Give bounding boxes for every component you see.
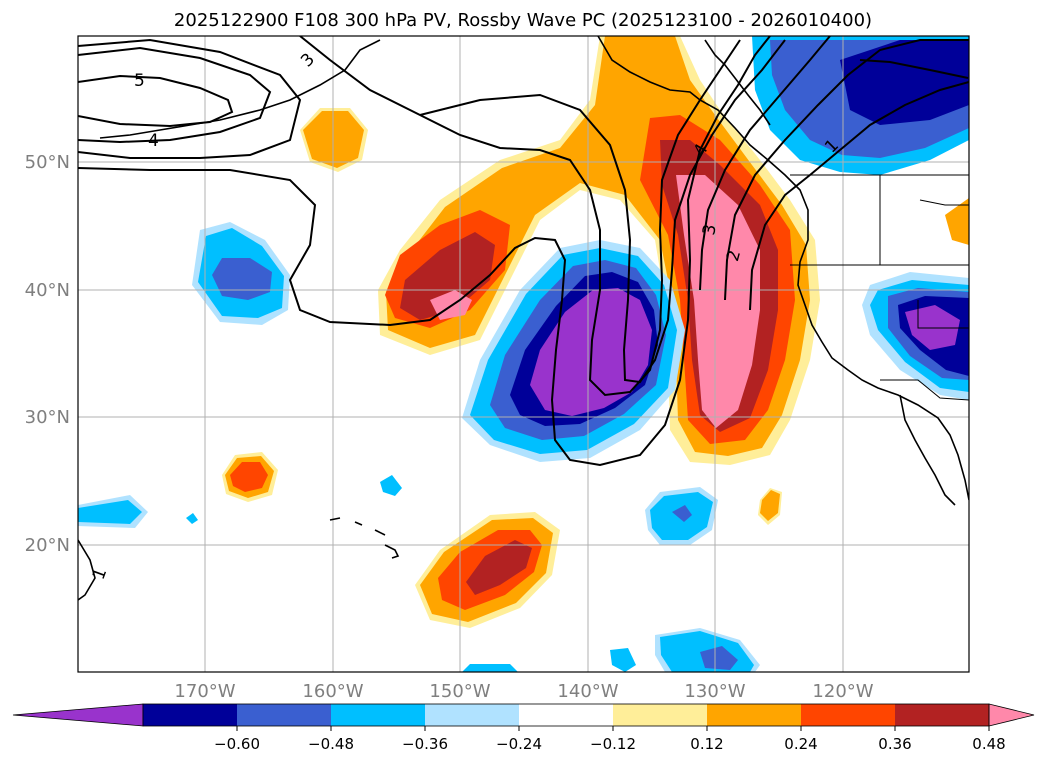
lon-label-170w: 170°W — [174, 681, 235, 702]
contour-label: 5 — [134, 71, 145, 91]
pc-contours — [78, 36, 969, 467]
figure-title: 2025122900 F108 300 hPa PV, Rossby Wave … — [174, 10, 872, 31]
colorbar-swatch — [801, 704, 896, 726]
colorbar-swatch — [331, 704, 426, 726]
latitude-labels: 50°N 40°N 30°N 20°N — [25, 152, 70, 556]
contour-label: 4 — [148, 131, 159, 151]
colorbar-tick-label: 0.12 — [690, 735, 723, 753]
lon-label-140w: 140°W — [557, 681, 618, 702]
pv-anomaly-fills — [78, 36, 969, 672]
map-frame — [77, 35, 970, 673]
lon-label-150w: 150°W — [429, 681, 490, 702]
lon-label-160w: 160°W — [302, 681, 363, 702]
lat-label-30n: 30°N — [25, 407, 70, 428]
map-panel: 5 4 3 4 3 2 1 1 — [77, 35, 970, 673]
coastlines — [78, 36, 969, 601]
colorbar-tick-label: −0.36 — [402, 735, 448, 753]
longitude-labels: 170°W 160°W 150°W 140°W 130°W 120°W — [174, 681, 873, 702]
colorbar-tick-label: −0.48 — [308, 735, 354, 753]
lat-label-40n: 40°N — [25, 280, 70, 301]
colorbar-swatch — [143, 704, 238, 726]
lat-label-50n: 50°N — [25, 152, 70, 173]
colorbar-swatch — [895, 704, 990, 726]
lon-label-120w: 120°W — [812, 681, 873, 702]
colorbar-outline — [142, 703, 990, 727]
colorbar-tick-label: 0.24 — [784, 735, 817, 753]
colorbar-tick-label: −0.12 — [590, 735, 636, 753]
colorbar-tick-label: 0.36 — [878, 735, 911, 753]
colorbar-swatch — [519, 704, 614, 726]
colorbar-tick-label: 0.48 — [972, 735, 1005, 753]
lat-label-20n: 20°N — [25, 535, 70, 556]
map-gridlines — [78, 36, 969, 672]
colorbar-swatch — [425, 704, 520, 726]
colorbar-swatch — [707, 704, 802, 726]
colorbar: −0.60 −0.48 −0.36 −0.24 −0.12 0.12 0.24 0.36 0.4… — [12, 703, 1035, 753]
colorbar-swatch — [613, 704, 708, 726]
contour-label: 3 — [699, 223, 721, 237]
colorbar-tick-label: −0.60 — [214, 735, 260, 753]
contour-label: 2 — [723, 248, 745, 264]
colorbar-extend-low — [12, 703, 144, 727]
negative-anomaly-small — [78, 475, 760, 672]
colorbar-swatch — [237, 704, 332, 726]
colorbar-tick-label: −0.24 — [496, 735, 542, 753]
negative-anomaly-northeast — [752, 36, 969, 175]
lon-label-130w: 130°W — [684, 681, 745, 702]
colorbar-extend-high — [988, 703, 1035, 727]
positive-anomaly-small — [222, 108, 969, 628]
